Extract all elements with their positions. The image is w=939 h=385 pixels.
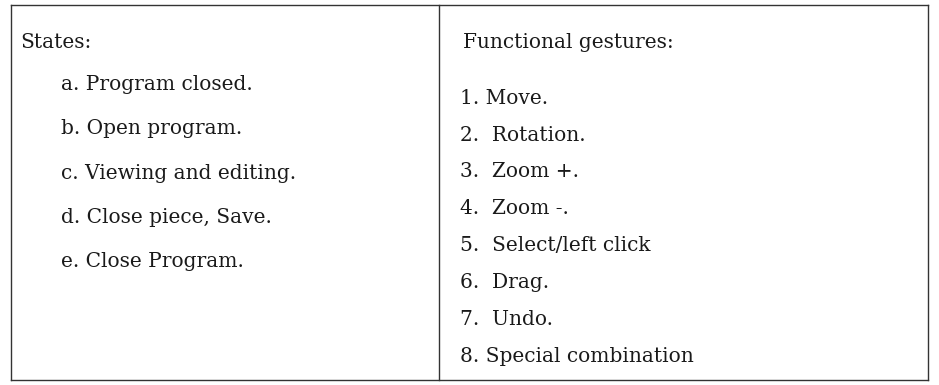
Text: Functional gestures:: Functional gestures: [463, 33, 673, 52]
Text: b. Open program.: b. Open program. [61, 119, 242, 138]
Text: 4.  Zoom -.: 4. Zoom -. [460, 199, 569, 218]
Text: 8. Special combination: 8. Special combination [460, 347, 694, 366]
Text: a. Program closed.: a. Program closed. [61, 75, 253, 94]
Text: d. Close piece, Save.: d. Close piece, Save. [61, 208, 272, 227]
Text: 7.  Undo.: 7. Undo. [460, 310, 553, 329]
Text: e. Close Program.: e. Close Program. [61, 252, 244, 271]
Text: 1. Move.: 1. Move. [460, 89, 548, 107]
Text: 3.  Zoom +.: 3. Zoom +. [460, 162, 579, 181]
Text: 6.  Drag.: 6. Drag. [460, 273, 549, 292]
Text: 5.  Select/left click: 5. Select/left click [460, 236, 651, 255]
Text: c. Viewing and editing.: c. Viewing and editing. [61, 164, 296, 182]
Text: 2.  Rotation.: 2. Rotation. [460, 126, 586, 144]
Text: States:: States: [21, 33, 92, 52]
